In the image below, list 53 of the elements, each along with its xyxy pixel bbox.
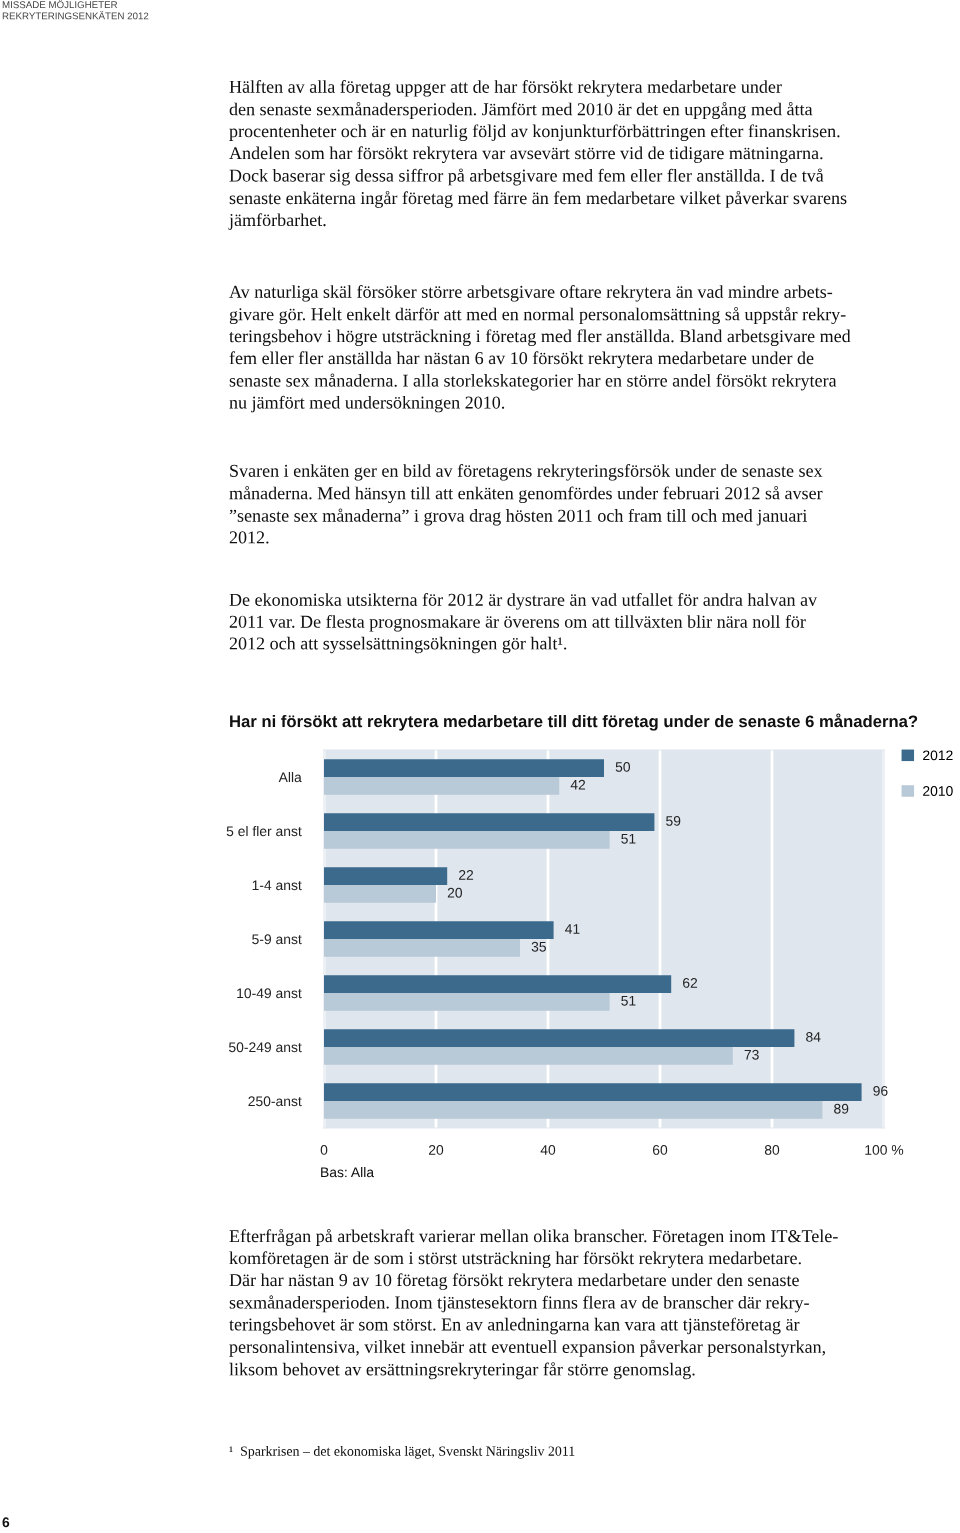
data-label: 59 xyxy=(666,815,681,826)
text: Av naturliga skäl försöker större arbetsgivare oftare rekrytera än vad mindre arbets- givare gör. Helt enkelt därför att med en normal personalomsättning så uppstår rekry- teringsbehov i högre utsträckning i företag med fler anställda. Bland arbetsgivare med fem eller fler anställda har nästan 6 av 10 försökt rekrytera medarbetare under de senaste sex månaderna. I alla storlekskategorier har en större andel försökt rekrytera nu jämfört med undersökningen 2010. xyxy=(229,285,851,413)
data-label: 62 xyxy=(683,977,698,988)
data-label: 50 xyxy=(615,761,631,772)
legend-label: 2010 xyxy=(923,786,953,796)
data-label: 51 xyxy=(621,833,636,844)
bar xyxy=(324,777,560,795)
bar xyxy=(324,885,436,903)
data-label: 20 xyxy=(447,887,463,898)
bar xyxy=(324,939,520,957)
text: De ekonomiska utsikterna för 2012 är dystrare än vad utfallet för andra halvan av 2011 var. De flesta prognosmakare är överens om att tillväxten blir nära noll för 2012 och att sysselsättningsökningen gör halt¹. xyxy=(229,593,818,654)
bar xyxy=(324,993,610,1011)
text: Efterfrågan på arbetskraft varierar mellan olika branscher. Företagen inom IT&Tele- komföretagen är de som i störst utsträckning har försökt rekrytera medarbetare. Där har nästan 9 av 10 företag försökt rekrytera medarbetare under den senaste sexmånadersperioden. Inom tjänstesektorn finns flera av de branscher där rekry- teringsbehovet är som störst. En av anledningarna kan vara att tjänsteföretag är personalintensiva, vilket innebär att eventuell expansion påverkar personalstyrkan, liksom behovet av ersättningsrekryteringar får större genomslag. xyxy=(229,1229,838,1380)
x-tick-label: 0 xyxy=(320,1145,328,1155)
y-tick-label: 1-4 anst xyxy=(252,880,302,891)
text: Bas: Alla xyxy=(321,1167,375,1178)
bar xyxy=(324,1029,795,1047)
text: Hälften av alla företag uppger att de har försökt rekrytera medarbetare under den senaste sexmånadersperioden. Jämfört med 2010 är det en uppgång med åtta procentenheter och är en naturlig följd av konjunkturförbättringen efter finanskrisen. Andelen som har försökt rekrytera var avsevärt större vid de tidigare mätningarna. Dock baserar sig dessa siffror på arbetsgivare med fem eller fler anställda. I de två senaste enkäterna ingår företag med färre än fem medarbetare vilket påverkar svarens jämförbarhet. xyxy=(228,80,847,230)
bar xyxy=(324,975,672,993)
bar xyxy=(324,759,604,777)
y-tick-label: Alla xyxy=(278,771,302,783)
data-label: 51 xyxy=(621,995,636,1006)
text: MISSADE MÖJLIGHETER REKRYTERINGSENKÄTEN 2012 xyxy=(2,0,149,20)
x-tick-label: 100 % xyxy=(865,1145,904,1155)
x-tick-label: 40 xyxy=(540,1145,556,1155)
bar xyxy=(324,1083,862,1101)
text: ¹ Sparkrisen – det ekonomiska läget, Svenskt Näringsliv 2011 xyxy=(229,1446,575,1459)
text: Svaren i enkäten ger en bild av företagens rekryteringsförsök under de senaste sex månaderna. Med hänsyn till att enkäten genomfördes under februari 2012 så avser ”senaste sex månaderna” i grova drag hösten 2011 och fram till och med januari 2012. xyxy=(229,464,823,544)
x-tick-label: 20 xyxy=(428,1145,444,1155)
bar xyxy=(324,921,554,939)
data-label: 89 xyxy=(834,1103,849,1114)
bar xyxy=(324,1101,823,1119)
data-label: 73 xyxy=(744,1049,759,1060)
data-label: 96 xyxy=(873,1085,888,1096)
y-tick-label: 50-249 anst xyxy=(228,1042,302,1053)
y-tick-label: 250-anst xyxy=(248,1096,302,1107)
bar xyxy=(324,831,610,849)
x-tick-label: 80 xyxy=(764,1145,780,1155)
x-tick-label: 60 xyxy=(652,1145,668,1155)
data-label: 41 xyxy=(565,924,580,934)
data-label: 22 xyxy=(459,869,474,880)
legend-label: 2012 xyxy=(923,750,953,761)
text: 6 xyxy=(2,1517,10,1528)
bar xyxy=(324,813,655,831)
chart-title: Har ni försökt att rekrytera medarbetare till ditt företag under de senaste 6 månaderna? xyxy=(230,713,918,731)
y-tick-label: 10-49 anst xyxy=(237,988,302,999)
data-label: 84 xyxy=(806,1031,821,1042)
y-tick-label: 5 el fler anst xyxy=(226,825,302,837)
y-tick-label: 5-9 anst xyxy=(252,934,302,945)
bar xyxy=(324,867,448,885)
data-label: 42 xyxy=(570,779,586,790)
bar xyxy=(324,1047,733,1065)
data-label: 35 xyxy=(531,941,546,952)
